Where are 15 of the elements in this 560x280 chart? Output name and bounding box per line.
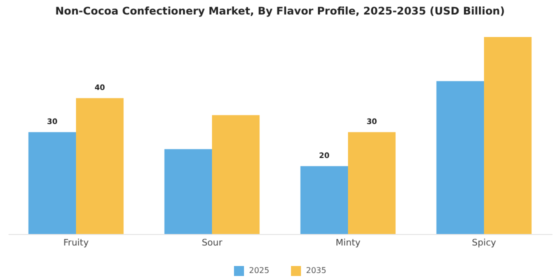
bar — [76, 98, 124, 234]
bar — [164, 149, 212, 234]
bar — [300, 166, 348, 234]
legend-label: 2025 — [249, 266, 270, 275]
bar — [436, 81, 484, 234]
bar — [28, 132, 76, 234]
bar — [484, 37, 532, 234]
legend-label: 2035 — [306, 266, 326, 275]
chart-title: Non-Cocoa Confectionery Market, By Flavor Profile, 2025-2035 (USD Billion) — [55, 6, 505, 18]
x-tick-label: Spicy — [472, 238, 497, 248]
x-tick-label: Sour — [202, 238, 223, 248]
x-tick-label: Fruity — [63, 238, 90, 248]
x-tick-label: Minty — [336, 238, 362, 248]
bar — [348, 132, 396, 234]
bar — [212, 115, 260, 234]
